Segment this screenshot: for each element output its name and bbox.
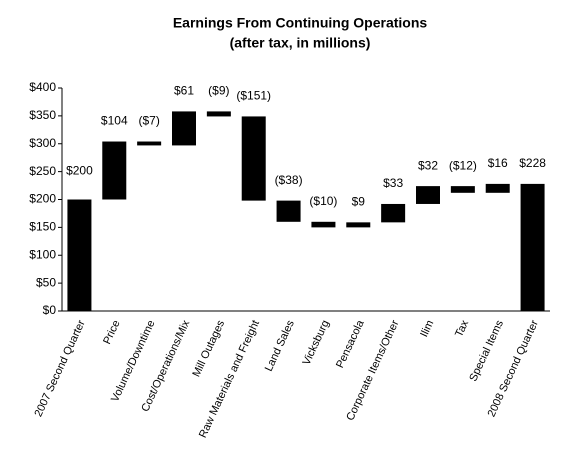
chart-subtitle: (after tax, in millions) [230, 35, 371, 51]
value-label: $200 [66, 164, 93, 178]
x-tick-label: Mill Outages [190, 318, 227, 379]
value-label: ($9) [208, 84, 229, 98]
bar [102, 141, 127, 200]
bar [206, 111, 231, 117]
value-label: ($7) [138, 114, 159, 128]
bar [311, 221, 336, 228]
x-tick-label: 2007 Second Quarter [32, 318, 87, 419]
value-label: $228 [519, 156, 546, 170]
y-tick-label: $300 [29, 136, 56, 150]
value-label: ($38) [275, 173, 303, 187]
y-tick-label: $200 [29, 192, 56, 206]
value-label: ($12) [449, 158, 477, 172]
bar [381, 203, 406, 223]
value-label: $32 [418, 158, 438, 172]
value-label: $33 [383, 176, 403, 190]
x-tick-label: Special Items [467, 318, 506, 383]
bar [276, 200, 301, 222]
y-tick-label: $150 [29, 220, 56, 234]
value-label: $9 [352, 195, 366, 209]
x-tick-label: Ilim [418, 318, 436, 339]
value-label: $61 [174, 84, 194, 98]
x-tick-label: Land Sales [263, 318, 297, 373]
y-tick-label: $50 [36, 275, 56, 289]
value-label: ($10) [309, 194, 337, 208]
bar [67, 199, 92, 311]
bar [485, 183, 510, 193]
x-tick-label: Vicksburg [301, 318, 332, 367]
bar [520, 183, 545, 311]
y-tick-label: $350 [29, 108, 56, 122]
value-label: $104 [101, 114, 128, 128]
y-tick-label: $0 [43, 303, 57, 317]
bar [450, 186, 475, 193]
bar [241, 116, 266, 201]
bar [416, 186, 440, 204]
bar [137, 141, 162, 146]
chart-title: Earnings From Continuing Operations [173, 15, 428, 31]
value-label: ($151) [236, 89, 271, 103]
bar [172, 111, 196, 146]
y-tick-label: $250 [29, 164, 56, 178]
x-tick-label: Tax [453, 318, 471, 339]
bar [346, 222, 371, 228]
x-tick-label: Pensacola [334, 318, 367, 370]
x-tick-label: Raw Materials and Freight [197, 318, 262, 439]
y-tick-label: $400 [29, 80, 56, 94]
y-tick-label: $100 [29, 247, 56, 261]
x-tick-label: Price [101, 318, 122, 346]
value-label: $16 [488, 156, 508, 170]
